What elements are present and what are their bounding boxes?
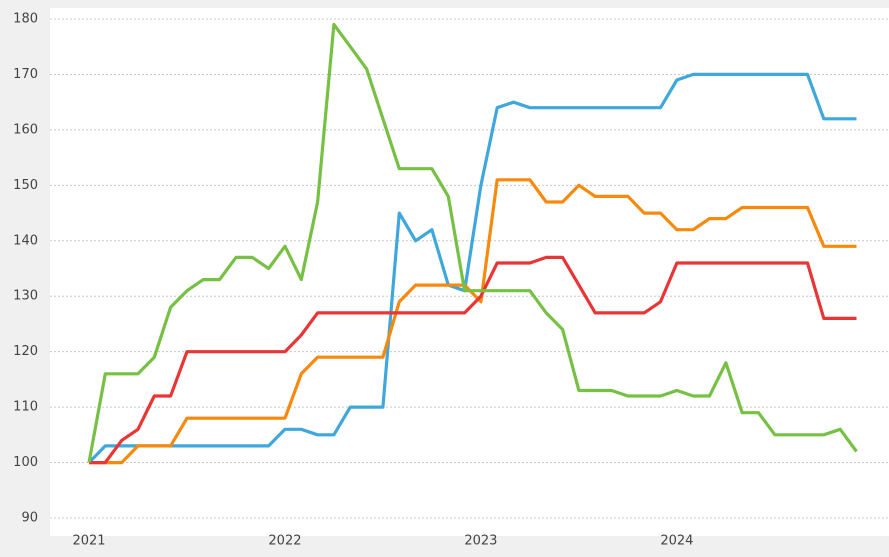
y-tick-label: 130 — [13, 289, 38, 304]
series-line — [89, 178, 857, 465]
y-tick-label: 90 — [21, 511, 38, 526]
y-tick-label: 120 — [13, 344, 38, 359]
y-tick-label: 110 — [13, 400, 38, 415]
y-tick-label: 100 — [13, 455, 38, 470]
y-tick-label: 180 — [13, 12, 38, 27]
series-line — [87, 72, 857, 464]
y-tick-label: 140 — [13, 233, 38, 248]
x-tick-label: 2023 — [464, 534, 497, 549]
y-tick-label: 160 — [13, 122, 38, 137]
x-tick-label: 2024 — [660, 534, 693, 549]
plot-area — [50, 8, 889, 536]
series-line — [87, 22, 858, 463]
series-line — [89, 255, 857, 465]
y-tick-label: 150 — [13, 178, 38, 193]
y-tick-label: 170 — [13, 67, 38, 82]
x-tick-label: 2022 — [268, 534, 301, 549]
x-tick-label: 2021 — [72, 534, 105, 549]
